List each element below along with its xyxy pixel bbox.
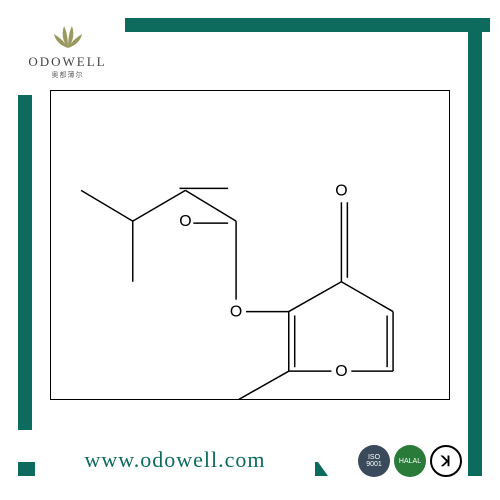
brand-leaf-icon <box>50 20 86 52</box>
cert-badge-kosher: ꓘ <box>430 445 462 477</box>
website-url-block: www.odowell.com <box>35 440 315 480</box>
svg-text:O: O <box>335 363 347 380</box>
molecule-diagram: O O O O <box>51 91 449 399</box>
svg-text:O: O <box>230 304 242 321</box>
card-root: ODOWELL 奥都薄尔 O O O O www.odowell.com ISO900… <box>0 0 500 500</box>
cert-badge-halal: HALAL <box>394 445 426 477</box>
website-url[interactable]: www.odowell.com <box>85 447 266 473</box>
cert-badge-iso: ISO9001 <box>358 445 390 477</box>
chemical-structure-panel: O O O O <box>50 90 450 400</box>
brand-subtitle: 奥都薄尔 <box>52 70 84 80</box>
svg-text:O: O <box>179 213 191 230</box>
svg-text:O: O <box>335 182 347 199</box>
brand-name: ODOWELL <box>28 54 106 70</box>
certification-badges: ISO9001HALALꓘ <box>358 445 462 477</box>
brand-logo-block: ODOWELL 奥都薄尔 <box>10 5 125 95</box>
